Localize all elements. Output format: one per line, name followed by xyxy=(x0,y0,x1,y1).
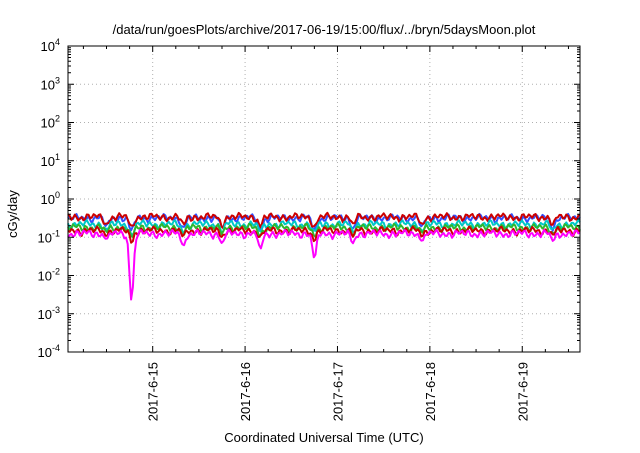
x-tick-label: 2017-6-16 xyxy=(238,362,253,421)
y-tick-label: 101 xyxy=(41,152,60,169)
axis-labels: 104 103 102 101 100 10-1 10-2 10-3 10-4 2017-6-15… xyxy=(38,37,531,421)
y-tick-label: 10-2 xyxy=(38,267,60,284)
x-tick-label: 2017-6-19 xyxy=(515,362,530,421)
x-tick-label: 2017-6-17 xyxy=(330,362,345,421)
x-tick-label: 2017-6-15 xyxy=(146,362,161,421)
series-line xyxy=(67,225,581,244)
y-tick-label: 102 xyxy=(41,114,60,131)
y-tick-label: 10-1 xyxy=(38,228,60,245)
y-tick-label: 100 xyxy=(41,190,60,207)
x-tick-label: 2017-6-18 xyxy=(423,362,438,421)
chart-title: /data/run/goesPlots/archive/2017-06-19/1… xyxy=(113,22,536,37)
series-line xyxy=(67,211,581,230)
series-layer xyxy=(67,211,581,301)
y-tick-label: 10-3 xyxy=(38,305,60,322)
series-line xyxy=(67,228,581,301)
y-tick-label: 104 xyxy=(41,37,60,54)
x-axis-title: Coordinated Universal Time (UTC) xyxy=(224,430,423,445)
y-tick-label: 103 xyxy=(41,75,60,92)
series-line xyxy=(67,212,581,232)
y-axis-title: cGy/day xyxy=(5,190,20,238)
axis-ticks xyxy=(68,45,580,353)
y-tick-label: 10-4 xyxy=(38,343,60,360)
grid-lines xyxy=(68,46,580,352)
